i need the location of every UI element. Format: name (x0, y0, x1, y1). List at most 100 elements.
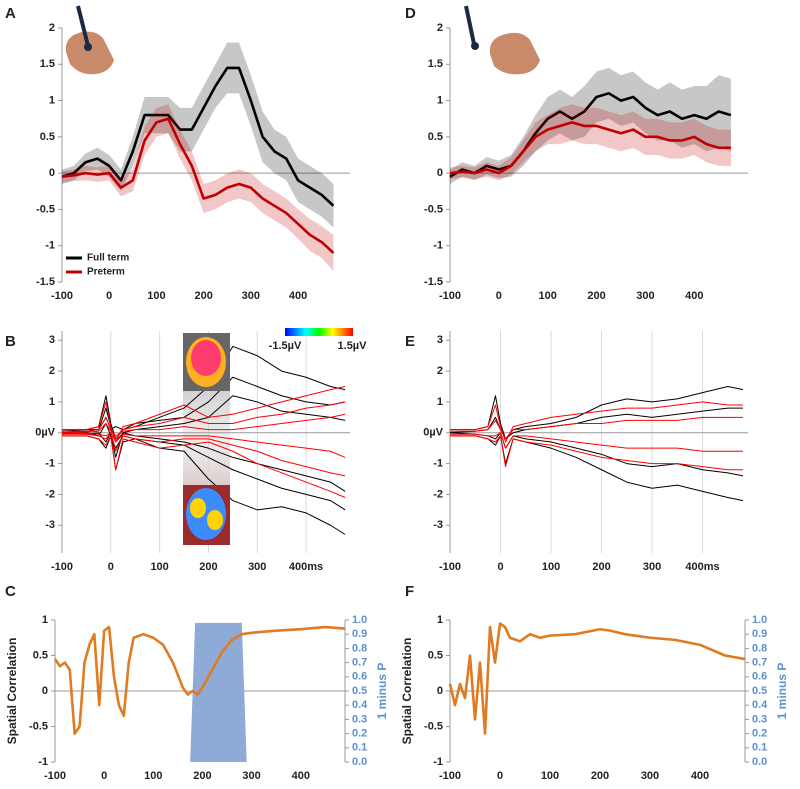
y-tick-label: 0.5 (40, 131, 55, 143)
x-tick-label: 400 (292, 770, 310, 782)
y2-tick-label: 0.3 (752, 713, 767, 725)
x-tick-label: 300 (248, 561, 266, 573)
series-line (61, 117, 335, 254)
x-tick-label: 200 (591, 770, 609, 782)
x-tick-label: -100 (439, 770, 461, 782)
x-tick-label: 300 (636, 290, 654, 302)
y-tick-label: 0.5 (428, 131, 443, 143)
y-tick-label: 2 (49, 365, 55, 377)
series-line (61, 432, 346, 492)
y-tick-label: 1 (49, 396, 55, 408)
x-tick-label: -100 (44, 770, 66, 782)
series-line (449, 432, 744, 477)
series-line (448, 622, 746, 735)
y2-axis-label: 1 minus P (375, 663, 389, 720)
x-tick-label: 0 (497, 561, 503, 573)
series-line (450, 416, 743, 440)
y-tick-label: -1 (45, 240, 55, 252)
x-tick-label: 200 (199, 561, 217, 573)
y2-tick-label: 0.1 (352, 742, 367, 754)
series-line (450, 435, 744, 502)
x-tick-label: 300 (242, 770, 260, 782)
x-tick-label: 100 (539, 290, 557, 302)
y-tick-label: 0.5 (428, 649, 443, 661)
x-tick-label: -100 (439, 561, 461, 573)
series-line (61, 66, 335, 207)
hand-icon-right (464, 5, 540, 75)
x-tick-label: 200 (587, 290, 605, 302)
series-line (450, 386, 744, 440)
panel-label: B (5, 333, 16, 350)
x-tick-label: 400 (691, 770, 709, 782)
y-axis-label: Spatial Correlation (400, 638, 414, 745)
y-tick-label: -2 (433, 488, 443, 500)
y2-tick-label: 0.5 (352, 685, 367, 697)
error-band (62, 104, 334, 272)
x-tick-label: 0 (106, 290, 112, 302)
x-tick-label: -100 (51, 561, 73, 573)
panel-label: F (405, 583, 414, 600)
y2-tick-label: 0.8 (352, 642, 367, 654)
hand-icon-left (65, 5, 114, 75)
plot-layer: A-100 0 100 200 300 400-1.5-1-0.500.511.52B-1… (5, 5, 789, 782)
y-tick-label: 1 (42, 614, 48, 626)
y2-tick-label: 0.3 (352, 713, 367, 725)
x-tick-label: 0 (101, 770, 107, 782)
series-line (62, 435, 346, 498)
y-tick-label: 1.5 (428, 58, 443, 70)
y2-tick-label: 0.4 (352, 699, 368, 711)
x-tick-label: 300 (242, 290, 260, 302)
error-band (450, 104, 731, 181)
legend-label: Preterm (87, 267, 125, 278)
y-tick-label: 1 (49, 94, 55, 106)
y-tick-label: -1 (433, 240, 443, 252)
y-tick-label: -0.5 (424, 203, 443, 215)
panel-label: D (405, 5, 416, 22)
y2-tick-label: 0.8 (752, 642, 767, 654)
series-line (449, 92, 732, 178)
y-tick-label: -0.5 (424, 720, 443, 732)
colorbar-min-label: -1.5µV (269, 340, 302, 352)
y-tick-label: 2 (49, 22, 55, 34)
panel-label: C (5, 583, 16, 600)
y-tick-label: -1 (38, 756, 48, 768)
y-tick-label: 1 (437, 614, 443, 626)
colorbar-max-label: 1.5µV (338, 340, 368, 352)
x-tick-label: -100 (51, 290, 73, 302)
x-tick-label: 100 (150, 561, 168, 573)
x-tick-label: 0 (108, 561, 114, 573)
y-tick-label: 0.5 (33, 649, 48, 661)
y-tick-label: 0µV (35, 427, 55, 439)
x-tick-label: 0 (496, 290, 502, 302)
y-tick-label: 3 (49, 334, 55, 346)
x-tick-label: 400 (685, 290, 703, 302)
x-tick-label: 400ms (289, 561, 323, 573)
y2-tick-label: 0.2 (352, 728, 367, 740)
topomap-positive (183, 333, 230, 391)
y-tick-label: -1 (45, 457, 55, 469)
x-tick-label: 0 (497, 770, 503, 782)
series-line (53, 625, 346, 735)
y2-tick-label: 0.7 (352, 657, 367, 669)
shaded-area (190, 622, 247, 762)
series-line (62, 386, 346, 443)
series-line (62, 345, 346, 440)
x-tick-label: 400 (289, 290, 307, 302)
y2-tick-label: 0.9 (752, 628, 767, 640)
x-tick-label: 400ms (685, 561, 719, 573)
y-tick-label: 0 (42, 685, 48, 697)
y-tick-label: -1.5 (36, 276, 55, 288)
x-tick-label: 200 (592, 561, 610, 573)
x-tick-label: 200 (193, 770, 211, 782)
x-tick-label: 100 (542, 561, 560, 573)
y2-tick-label: 1.0 (752, 614, 767, 626)
panel-label: A (5, 5, 16, 22)
y2-tick-label: 0.0 (752, 756, 767, 768)
y-tick-label: 0 (437, 167, 443, 179)
y-tick-label: -2 (45, 488, 55, 500)
y2-tick-label: 0.2 (752, 728, 767, 740)
y-tick-label: 1 (437, 396, 443, 408)
y2-tick-label: 0.0 (352, 756, 367, 768)
series-line (62, 432, 346, 477)
